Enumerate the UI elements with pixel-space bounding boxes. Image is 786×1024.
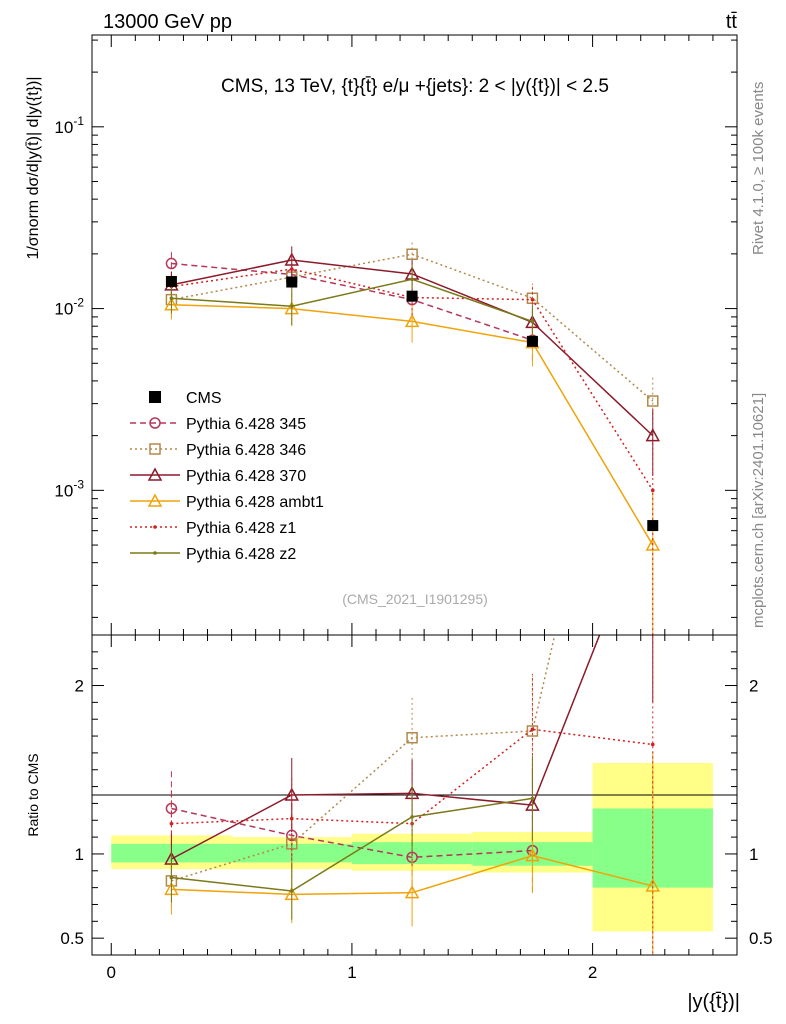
ratio-series	[164, 209, 661, 955]
legend-label: Pythia 6.428 345	[186, 416, 306, 433]
x-tick-label: 1	[347, 963, 356, 982]
ratio-series-marker	[406, 731, 418, 744]
rivet-label: Rivet 4.1.0, ≥ 100k events	[750, 82, 767, 255]
main-series-marker	[650, 488, 655, 493]
ratio-series-marker	[289, 889, 294, 893]
ratio-series-marker	[165, 802, 178, 815]
ratio-y-tick-label-right: 1	[749, 845, 758, 864]
ratio-series-marker	[289, 816, 294, 821]
mcplots-label: mcplots.cern.ch [arXiv:2401.10621]	[750, 393, 767, 628]
legend-marker	[147, 467, 163, 481]
main-series-line	[171, 262, 533, 341]
main-ticks: 10-3 10-2 10-1	[54, 35, 737, 635]
ratio-series-group	[164, 209, 661, 955]
data-point	[286, 276, 298, 288]
data-point	[406, 290, 418, 302]
legend-marker-cms	[149, 391, 161, 403]
main-series-marker	[530, 297, 535, 302]
main-series-marker	[289, 267, 294, 271]
legend-marker	[149, 417, 161, 429]
ratio-band-inner	[231, 843, 352, 863]
ratio-y-tick-label-right: 0.5	[749, 929, 773, 948]
ratio-y-tick-label: 0.5	[60, 929, 84, 948]
main-data	[165, 275, 659, 532]
ratio-series-marker	[169, 875, 174, 880]
main-series-marker	[404, 313, 420, 328]
legend-label: Pythia 6.428 z1	[186, 520, 296, 537]
main-series-line	[171, 278, 533, 323]
legend-label: Pythia 6.428 z2	[186, 546, 296, 563]
ratio-series-marker	[526, 725, 539, 737]
header-left-label: 13000 GeV pp	[103, 11, 232, 33]
main-y-tick-label: 10-2	[54, 296, 84, 319]
main-series-marker	[289, 304, 294, 309]
legend-label: Pythia 6.428 346	[186, 442, 306, 459]
main-series-marker	[406, 248, 418, 261]
ratio-series-marker	[645, 878, 661, 892]
legend: CMS Pythia 6.428 345 Pythia 6.428 346 Pythi…	[130, 390, 324, 563]
main-series-marker	[410, 277, 414, 282]
ratio-series-marker	[648, 209, 658, 219]
ratio-series-marker	[404, 885, 420, 899]
main-y-axis-label: 1/σnorm dσ/d|y(t̄)| d|y({t})|	[25, 76, 42, 259]
data-point	[526, 335, 538, 347]
main-series-marker	[645, 428, 661, 442]
legend-marker	[153, 551, 157, 555]
main-series-marker	[530, 319, 535, 324]
ratio-y-axis-label: Ratio to CMS	[25, 753, 41, 836]
main-panel: CMS, 13 TeV, {t}{t̄} e/μ +{jets}: 2 < |y…	[25, 34, 738, 636]
x-tick-label: 2	[588, 963, 597, 982]
ratio-series-marker	[169, 821, 174, 826]
ratio-series-marker	[410, 815, 414, 819]
ratio-series-marker	[530, 727, 535, 732]
ratio-frame	[91, 634, 738, 956]
ratio-series-line	[171, 807, 533, 859]
x-tick-label: 0	[107, 963, 116, 982]
ratio-series-line	[171, 854, 653, 896]
main-frame	[91, 34, 738, 636]
legend-marker	[153, 525, 157, 529]
chart-watermark: (CMS_2021_I1901295)	[342, 591, 488, 607]
legend-marker	[149, 443, 161, 455]
ratio-series-marker	[530, 796, 535, 801]
main-series-marker	[645, 537, 661, 551]
legend-label: Pythia 6.428 ambt1	[186, 494, 324, 511]
data-point	[647, 520, 659, 532]
ratio-ticks: 0.5 0.5 1 1 2 2 0 1 2	[60, 634, 773, 982]
ratio-series-marker	[525, 848, 540, 862]
main-series-line	[171, 253, 654, 402]
main-series-marker	[169, 296, 174, 301]
ratio-y-tick-label-right: 2	[749, 677, 758, 696]
ratio-series-line	[171, 635, 556, 882]
ratio-y-tick-label: 1	[75, 845, 84, 864]
legend-label-cms: CMS	[186, 390, 222, 407]
ratio-panel: 0.5 0.5 1 1 2 2 0 1 2 Ratio to CMS |y({t̄})|	[25, 209, 773, 1013]
chart-title: CMS, 13 TeV, {t}{t̄} e/μ +{jets}: 2 < |y…	[221, 76, 609, 97]
main-series-marker	[165, 257, 178, 270]
main-y-tick-label: 10-3	[54, 477, 84, 500]
main-y-tick-label: 10-1	[54, 114, 84, 137]
header-right-label: tt̄	[726, 11, 738, 33]
main-series-marker	[647, 395, 659, 407]
legend-label: Pythia 6.428 370	[186, 468, 306, 485]
legend-marker	[147, 493, 163, 507]
ratio-series-marker	[650, 742, 655, 747]
ratio-series-line	[171, 797, 533, 892]
main-series-line	[171, 303, 654, 546]
data-point	[165, 275, 177, 287]
ratio-y-tick-label: 2	[75, 677, 84, 696]
x-axis-label: |y({t̄})|	[687, 991, 740, 1013]
